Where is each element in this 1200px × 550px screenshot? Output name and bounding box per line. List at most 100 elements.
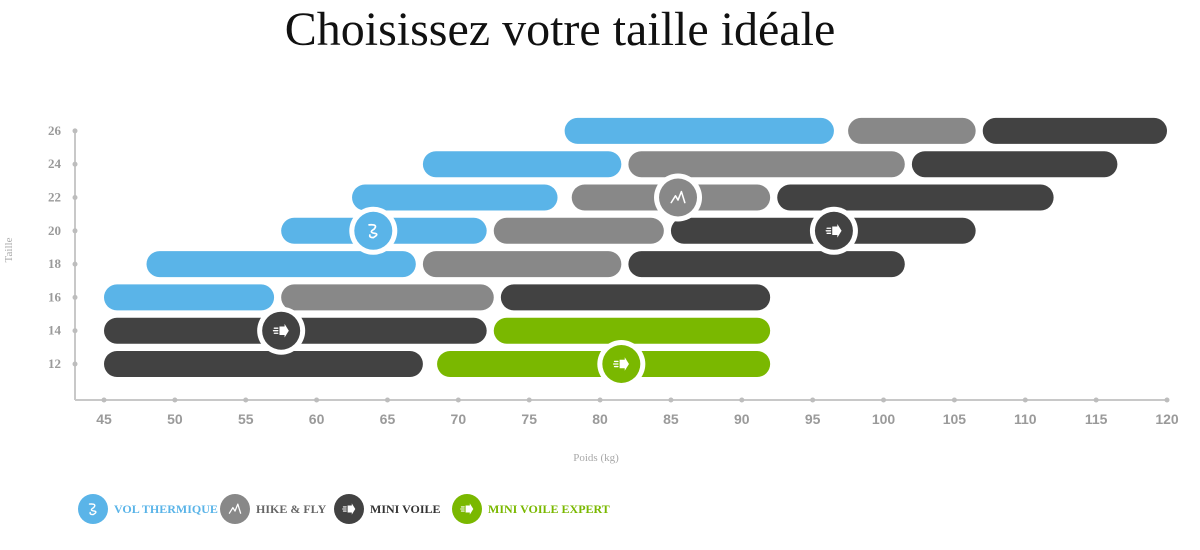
- x-tick-label: 110: [1014, 411, 1037, 427]
- bar-mini-voile-26: [982, 117, 1167, 144]
- fast-arrow-icon: [612, 357, 629, 371]
- x-tick-dot: [455, 397, 461, 403]
- x-axis-title: Poids (kg): [573, 452, 619, 464]
- legend-item[interactable]: VOL THERMIQUE: [78, 494, 218, 524]
- legend-item[interactable]: MINI VOILE EXPERT: [452, 494, 610, 524]
- x-tick-dot: [1022, 397, 1028, 403]
- marker-disc: [659, 178, 698, 217]
- x-tick-label: 90: [734, 411, 750, 427]
- bar-mini-voile-16: [500, 284, 771, 311]
- series-marker-hike-fly: [654, 173, 703, 222]
- arrow-head: [832, 224, 842, 238]
- bar-mini-voile-24: [911, 151, 1118, 178]
- x-tick-label: 120: [1155, 411, 1179, 427]
- y-tick-label: 12: [48, 356, 61, 371]
- x-tick-label: 55: [238, 411, 254, 427]
- x-tick-label: 95: [805, 411, 821, 427]
- bar-vol-thermique-22: [352, 184, 558, 211]
- mountain-icon-path: [670, 190, 686, 204]
- fast-arrow-icon: [272, 323, 289, 338]
- thermal-icon-path: [368, 223, 378, 239]
- bar-vol-thermique-16: [104, 284, 275, 311]
- x-tick-label: 80: [592, 411, 608, 427]
- x-tick-dot: [668, 397, 674, 403]
- x-tick-dot: [384, 397, 390, 403]
- y-tick-dot: [72, 195, 78, 200]
- bar-hike-fly-20: [493, 217, 664, 244]
- bar-mini-voile-expert-14: [493, 317, 771, 344]
- y-tick-label: 20: [48, 223, 61, 238]
- x-tick-dot: [951, 397, 957, 403]
- fast-arrow-icon: [825, 224, 842, 238]
- mountain-icon: [670, 190, 686, 204]
- x-tick-dot: [314, 397, 320, 403]
- y-tick-label: 24: [48, 156, 62, 171]
- x-tick-dot: [597, 397, 603, 403]
- y-tick-label: 16: [48, 289, 62, 304]
- fast-arrow-icon: [342, 503, 356, 515]
- x-tick-label: 100: [872, 411, 896, 427]
- x-tick-dot: [101, 397, 107, 403]
- bar-vol-thermique-18: [146, 251, 416, 278]
- bar-hike-fly-26: [848, 117, 976, 144]
- series-marker-mini-voile: [809, 206, 858, 255]
- series-marker-vol-thermique: [349, 206, 398, 255]
- bar-hike-fly-18: [422, 251, 622, 278]
- legend-label: VOL THERMIQUE: [114, 502, 218, 516]
- mountain-icon: [228, 503, 242, 514]
- thermal-icon-path: [88, 503, 97, 516]
- series-marker-mini-voile-expert: [597, 340, 646, 388]
- x-tick-label: 115: [1085, 411, 1108, 427]
- bar-mini-voile-18: [628, 251, 905, 278]
- x-tick-label: 60: [309, 411, 325, 427]
- x-tick-dot: [739, 397, 745, 403]
- mountain-icon-path: [228, 503, 242, 514]
- legend-label: MINI VOILE: [370, 502, 441, 516]
- y-tick-label: 22: [48, 190, 61, 205]
- y-tick-dot: [72, 228, 78, 234]
- legend-item[interactable]: HIKE & FLY: [220, 494, 327, 524]
- bar-vol-thermique-24: [422, 151, 622, 178]
- marker-disc: [354, 211, 393, 250]
- x-tick-label: 50: [167, 411, 183, 427]
- series-marker-mini-voile: [257, 306, 306, 355]
- x-tick-label: 85: [663, 411, 679, 427]
- bar-mini-voile-22: [777, 184, 1054, 211]
- arrow-head: [347, 503, 356, 515]
- y-tick-label: 26: [48, 123, 62, 138]
- x-tick-label: 70: [451, 411, 467, 427]
- arrow-head: [619, 357, 629, 371]
- thermal-icon: [88, 503, 97, 516]
- y-tick-dot: [72, 294, 78, 300]
- y-tick-dot: [72, 128, 78, 134]
- axes: 12 14 16 18 20 22 24 26 Taille 45 50 55 60 65 70 75 80 85…: [3, 123, 1179, 464]
- page-title: Choisissez votre taille idéale: [284, 3, 836, 56]
- bar-hike-fly-16: [281, 284, 494, 311]
- y-tick-dot: [72, 161, 78, 167]
- x-tick-label: 75: [521, 411, 537, 427]
- legend-swatch: [220, 494, 250, 524]
- y-tick-dot: [72, 361, 78, 367]
- thermal-icon: [368, 223, 378, 239]
- y-tick-label: 14: [48, 323, 62, 338]
- markers: [257, 173, 858, 388]
- x-tick-label: 105: [943, 411, 967, 427]
- legend-swatch: [78, 494, 108, 524]
- fast-arrow-icon: [460, 503, 474, 515]
- legend-item[interactable]: MINI VOILE: [334, 494, 441, 524]
- arrow-head: [279, 323, 289, 338]
- y-tick-dot: [72, 261, 78, 267]
- x-tick-label: 65: [380, 411, 396, 427]
- x-tick-label: 45: [96, 411, 112, 427]
- legend-label: HIKE & FLY: [256, 502, 327, 516]
- x-tick-dot: [526, 397, 532, 403]
- x-tick-dot: [1093, 397, 1099, 403]
- legend-label: MINI VOILE EXPERT: [488, 502, 610, 516]
- x-tick-dot: [810, 397, 816, 403]
- x-tick-dot: [1164, 397, 1170, 403]
- y-tick-dot: [72, 328, 78, 334]
- x-tick-dot: [172, 397, 178, 403]
- bar-vol-thermique-26: [564, 117, 834, 144]
- bar-hike-fly-24: [628, 151, 905, 178]
